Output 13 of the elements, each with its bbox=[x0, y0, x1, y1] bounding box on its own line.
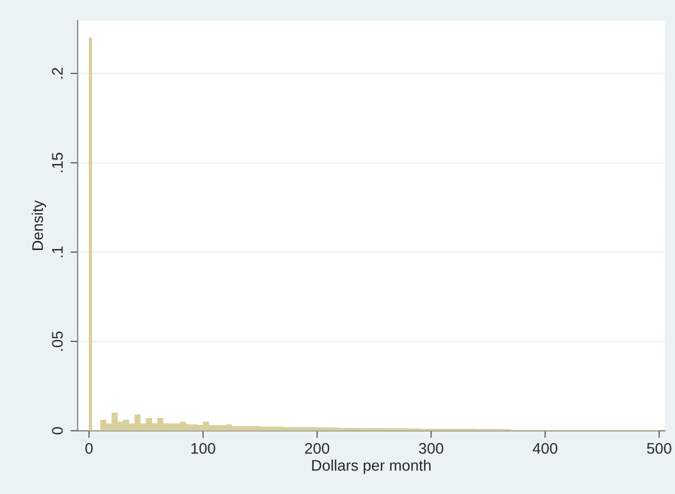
y-tick-label: .15 bbox=[52, 152, 63, 172]
y-tick-label: 0 bbox=[52, 427, 63, 434]
x-tick-label: 100 bbox=[191, 442, 216, 454]
y-tick-label: .1 bbox=[52, 246, 63, 258]
y-tick-label: .2 bbox=[52, 68, 63, 78]
y-tick-label: .05 bbox=[52, 331, 63, 351]
x-tick-label: 200 bbox=[305, 442, 330, 454]
x-axis-title: Dollars per month bbox=[312, 460, 431, 474]
x-tick-label: 300 bbox=[418, 442, 444, 454]
x-tick-label: 500 bbox=[647, 442, 672, 454]
x-tick-label: 400 bbox=[532, 442, 558, 454]
y-axis-title: Density bbox=[32, 200, 46, 250]
x-tick-label: 0 bbox=[85, 442, 93, 454]
